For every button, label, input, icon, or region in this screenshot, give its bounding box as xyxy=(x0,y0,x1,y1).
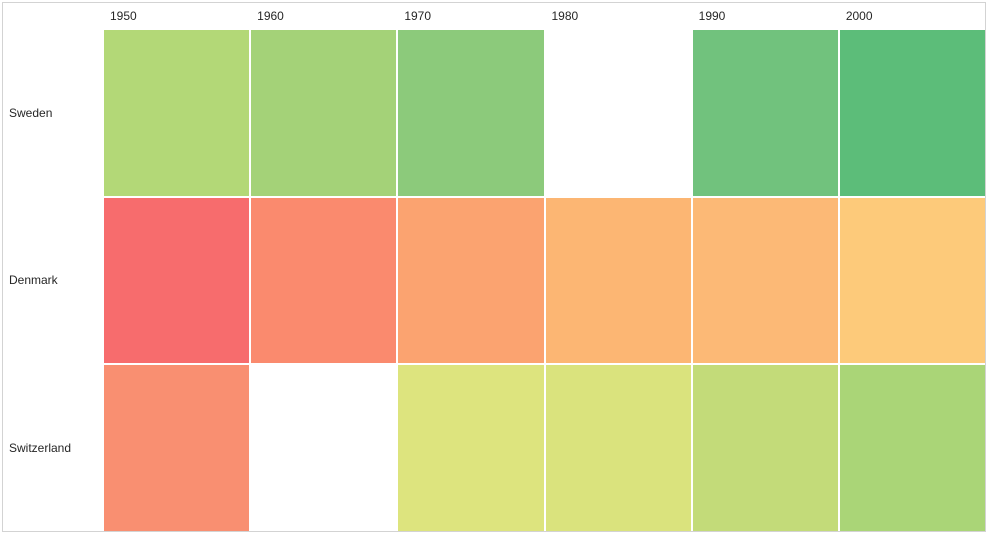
row-label-sweden: Sweden xyxy=(3,30,102,196)
heatmap-cell-denmark-2000[interactable] xyxy=(839,197,985,364)
heatmap-cell-denmark-1950[interactable] xyxy=(104,197,250,364)
heatmap-cell-switzerland-1950[interactable] xyxy=(104,365,250,531)
column-header-1970: 1970 xyxy=(398,3,544,28)
column-header-1950: 1950 xyxy=(104,3,250,28)
heatmap-cell-switzerland-1990[interactable] xyxy=(692,365,838,531)
heatmap-cell-switzerland-1980[interactable] xyxy=(545,365,691,531)
column-header-1990: 1990 xyxy=(692,3,838,28)
row-label-denmark: Denmark xyxy=(3,197,102,364)
heatmap-cell-denmark-1960[interactable] xyxy=(251,197,397,364)
heatmap-cell-denmark-1990[interactable] xyxy=(692,197,838,364)
column-header-1960: 1960 xyxy=(251,3,397,28)
heatmap-cell-denmark-1980[interactable] xyxy=(545,197,691,364)
heatmap-cell-sweden-1950[interactable] xyxy=(104,30,250,196)
column-header-2000: 2000 xyxy=(839,3,985,28)
heatmap-cell-sweden-1970[interactable] xyxy=(398,30,544,196)
heatmap-cell-denmark-1970[interactable] xyxy=(398,197,544,364)
heatmap-cell-sweden-1980 xyxy=(545,30,691,196)
heatmap-cell-sweden-1990[interactable] xyxy=(692,30,838,196)
row-label-switzerland: Switzerland xyxy=(3,365,102,531)
column-header-1980: 1980 xyxy=(545,3,691,28)
heatmap-cell-switzerland-1970[interactable] xyxy=(398,365,544,531)
heatmap-cell-switzerland-2000[interactable] xyxy=(839,365,985,531)
heatmap-cell-sweden-2000[interactable] xyxy=(839,30,985,196)
heatmap-cell-switzerland-1960 xyxy=(251,365,397,531)
heatmap-cell-sweden-1960[interactable] xyxy=(251,30,397,196)
